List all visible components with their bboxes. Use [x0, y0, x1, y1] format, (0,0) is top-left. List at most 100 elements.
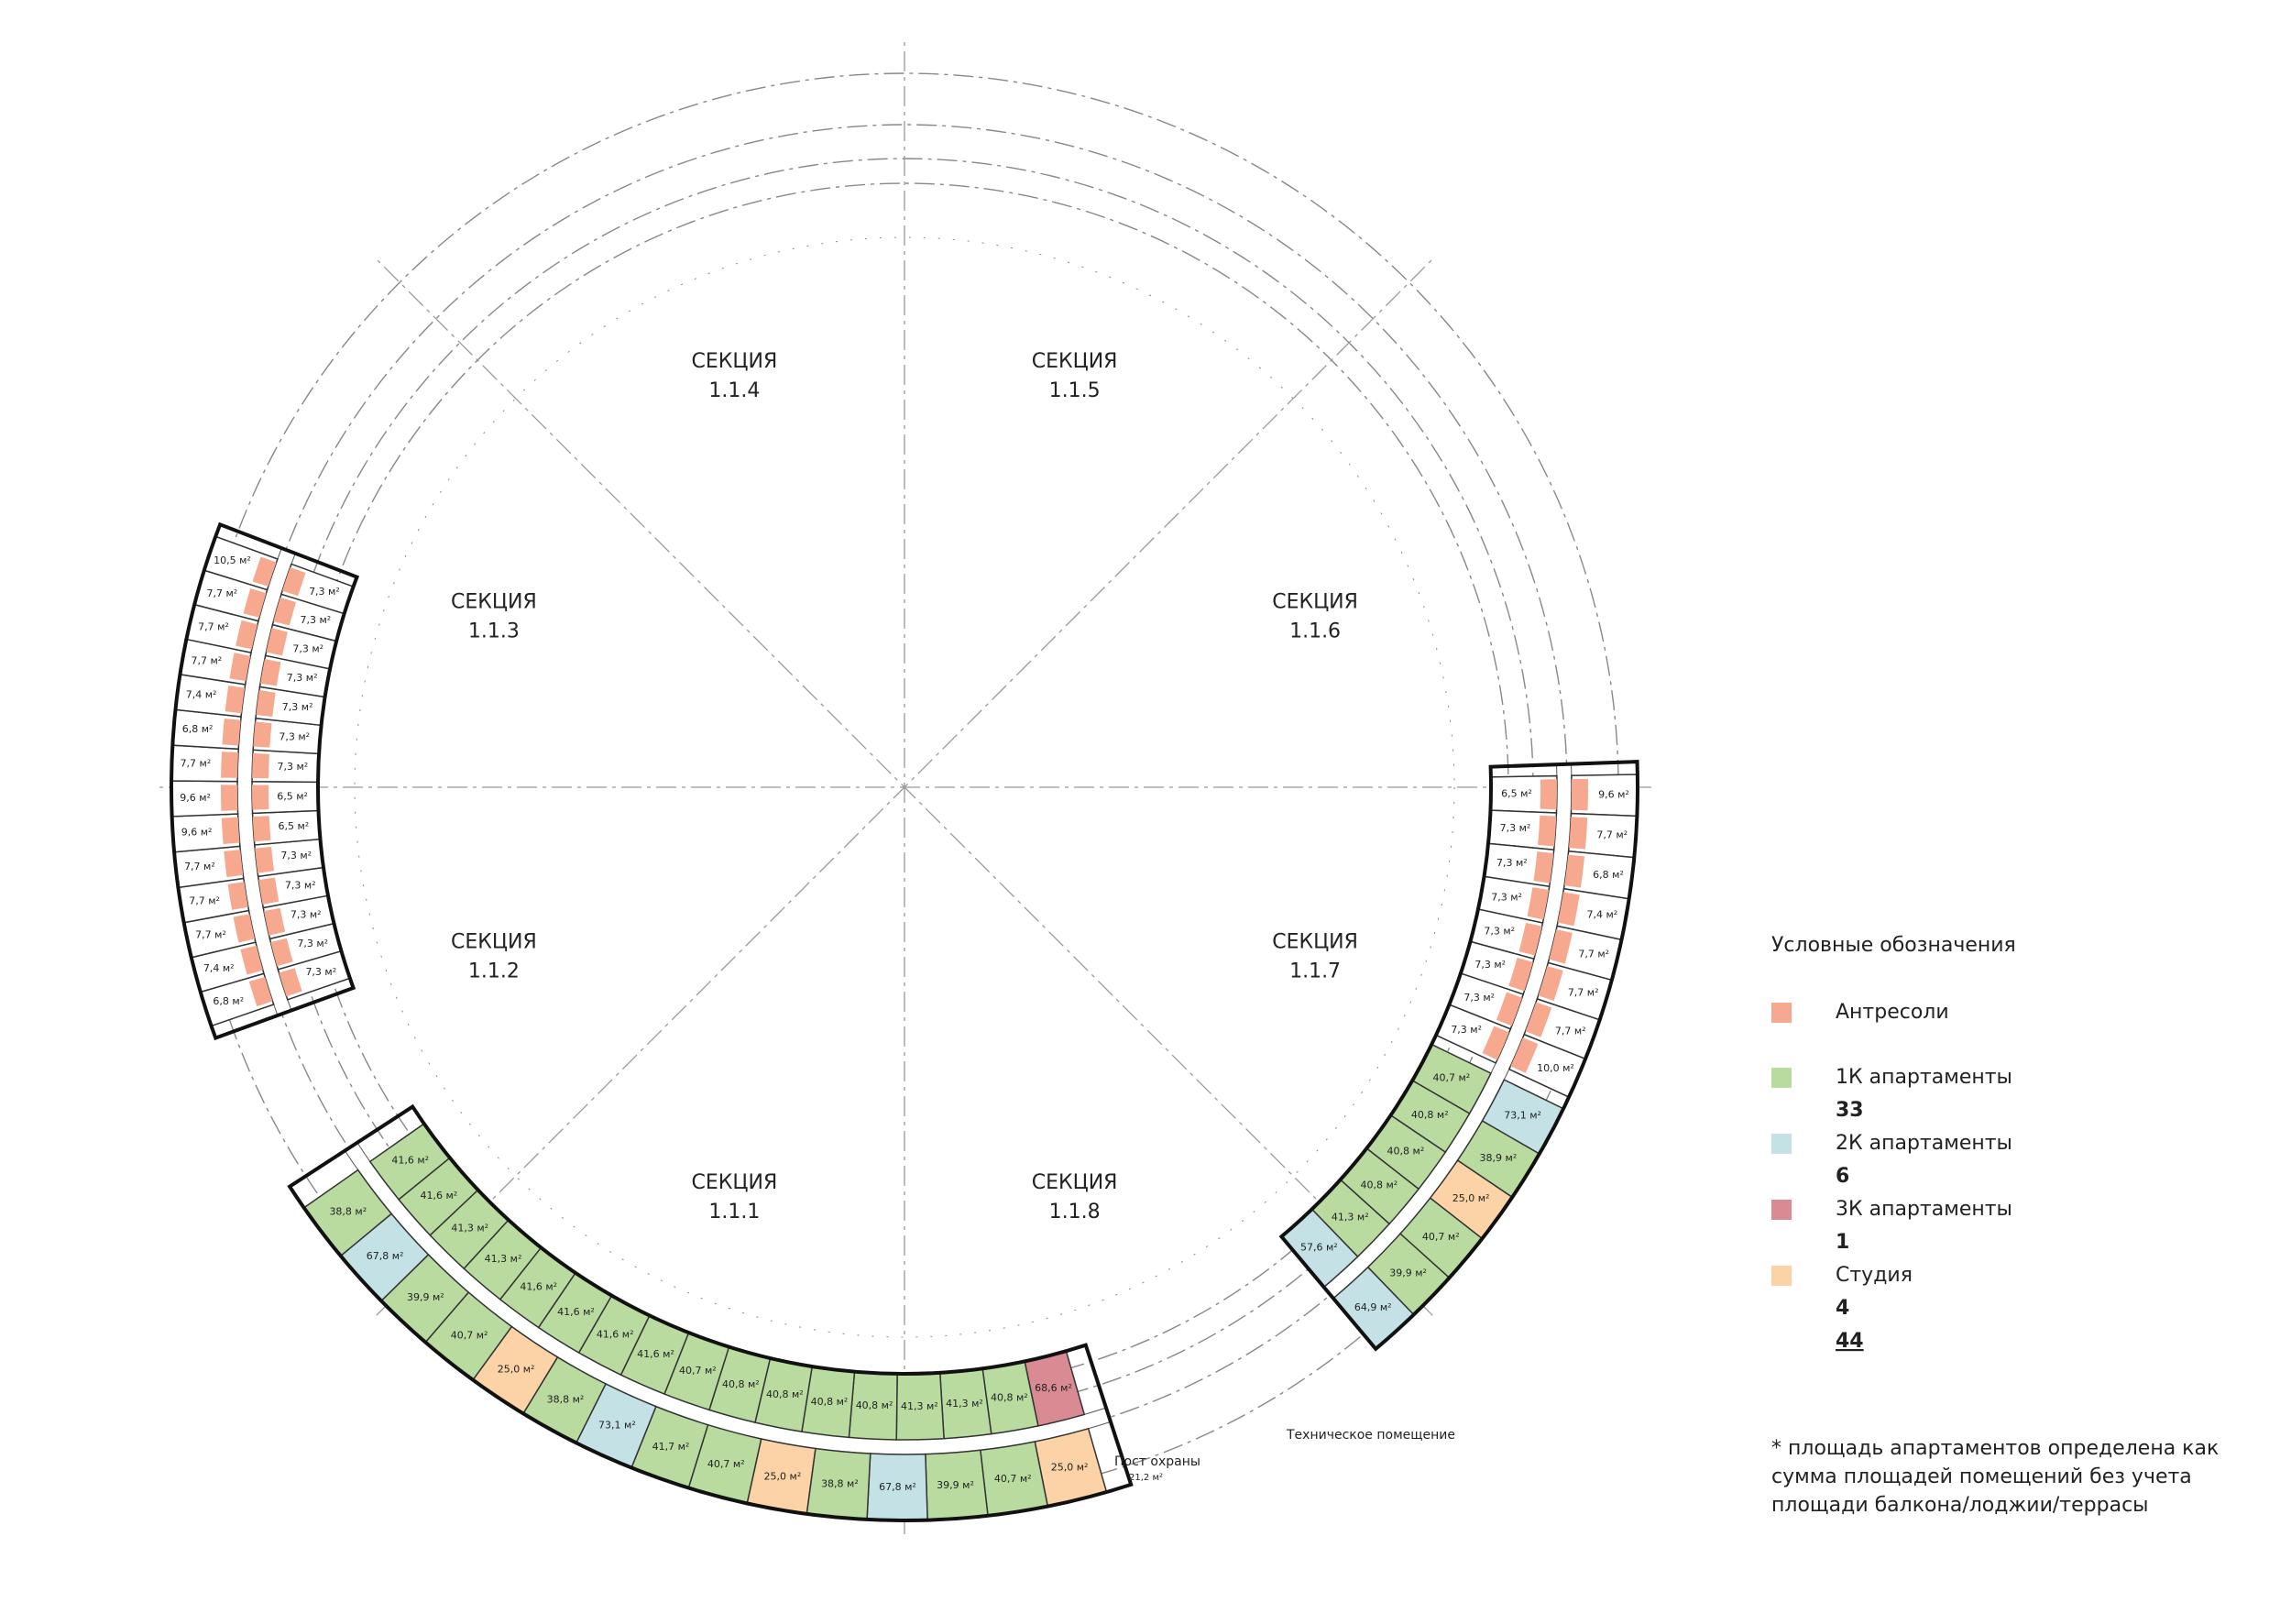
- unit-area: 7,3 м²: [1500, 822, 1531, 834]
- mezzanine: [252, 752, 269, 779]
- legend-total: 44: [1836, 1330, 1864, 1353]
- unit-area: 6,8 м²: [1593, 869, 1624, 881]
- wing-outline: [287, 1103, 1134, 1522]
- unit-area: 41,6 м²: [597, 1329, 634, 1341]
- unit-area: 7,3 м²: [282, 701, 313, 713]
- unit-area: 40,8 м²: [991, 1391, 1028, 1403]
- legend-title: Условные обозначения: [1771, 934, 2016, 957]
- unit-area: 7,3 м²: [1491, 891, 1522, 903]
- mezzanine: [1564, 854, 1585, 888]
- guard-label: Пост охраны: [1114, 1454, 1200, 1469]
- unit-area: 25,0 м²: [764, 1470, 802, 1482]
- unit-area: 7,3 м²: [1463, 992, 1495, 1004]
- mezzanine: [227, 882, 248, 910]
- unit-area: 6,5 м²: [279, 820, 310, 832]
- unit-area: 7,3 м²: [287, 672, 318, 684]
- mezzanine: [252, 785, 269, 810]
- mezzanine: [255, 846, 275, 873]
- mezzanine: [256, 690, 276, 717]
- wing-outline: [1278, 760, 1639, 1352]
- unit-area: 7,3 м²: [297, 938, 328, 949]
- section-title: СЕКЦИЯ: [1032, 350, 1118, 373]
- unit-area: 41,3 м²: [946, 1398, 983, 1410]
- unit-area: 41,3 м²: [1332, 1212, 1369, 1223]
- unit-area: 40,7 м²: [1433, 1071, 1471, 1083]
- mezzanine: [248, 976, 273, 1007]
- mezzanine: [270, 938, 293, 967]
- mezzanine: [1482, 1026, 1509, 1060]
- mezzanine: [252, 556, 277, 587]
- legend-swatch: [1771, 1200, 1792, 1220]
- unit-area: 38,8 м²: [547, 1393, 585, 1405]
- guard-area: 21,2 м²: [1129, 1473, 1163, 1483]
- unit-area: 41,6 м²: [421, 1190, 458, 1202]
- mezzanine: [1571, 778, 1589, 811]
- section-number: 1.1.1: [708, 1201, 760, 1223]
- unit-area: 68,6 м²: [1035, 1382, 1072, 1394]
- mezzanine: [263, 907, 286, 936]
- unit-area: 38,9 м²: [1480, 1152, 1518, 1164]
- unit-area: 7,7 м²: [189, 894, 220, 906]
- mezzanine: [229, 653, 251, 682]
- unit-area: 38,8 м²: [329, 1206, 367, 1218]
- section-title: СЕКЦИЯ: [451, 590, 537, 613]
- mezzanine: [1538, 815, 1557, 847]
- mezzanine: [1518, 922, 1542, 956]
- mezzanine: [1510, 1037, 1539, 1073]
- unit-area: 67,8 м²: [879, 1481, 916, 1493]
- mezzanine: [221, 752, 238, 778]
- unit-area: 40,8 м²: [856, 1399, 893, 1411]
- mezzanine: [224, 850, 244, 878]
- unit-area: 67,8 м²: [367, 1250, 404, 1262]
- mezzanine: [1527, 887, 1550, 920]
- unit-area: 40,8 м²: [722, 1378, 760, 1390]
- unit-area: 57,6 м²: [1300, 1241, 1338, 1253]
- unit-area: 6,8 м²: [182, 723, 214, 735]
- unit-area: 39,9 м²: [1389, 1267, 1427, 1279]
- unit-area: 9,6 м²: [1598, 788, 1629, 800]
- unit-area: 25,0 м²: [1452, 1192, 1490, 1204]
- unit-area: 73,1 м²: [1504, 1110, 1541, 1122]
- mezzanine: [253, 721, 272, 748]
- legend-swatch: [1771, 1134, 1792, 1154]
- unit-area: 40,7 м²: [451, 1329, 488, 1341]
- legend: Условные обозначения Антресоли 1К апартаме…: [1771, 934, 2219, 1517]
- unit-area: 40,7 м²: [1422, 1231, 1460, 1243]
- wing-outline: [170, 521, 360, 1041]
- mezzanine: [1549, 929, 1573, 964]
- mezzanine: [282, 566, 306, 597]
- mezzanine: [1533, 851, 1554, 883]
- unit-area: 6,5 м²: [277, 790, 308, 802]
- unit-area: 39,9 м²: [937, 1479, 974, 1491]
- mezzanine: [1525, 1002, 1552, 1037]
- legend-swatch: [1771, 1266, 1792, 1286]
- unit-area: 40,8 м²: [1387, 1145, 1425, 1157]
- legend-count: 4: [1836, 1297, 1849, 1320]
- unit-area: 7,3 м²: [292, 642, 323, 654]
- units: 68,6 м² 40,8 м² 41,3 м² 41,3 м² 40,8 м² 40,8 …: [170, 521, 1639, 1522]
- unit-area: 7,7 м²: [192, 654, 223, 666]
- unit-area: 40,8 м²: [1360, 1180, 1398, 1191]
- labels: СЕКЦИЯ 1.1.1 СЕКЦИЯ 1.1.2 СЕКЦИЯ 1.1.3 СЕКЦИЯ 1…: [451, 350, 1358, 1223]
- mezzanine: [220, 785, 238, 811]
- unit-area: 6,5 м²: [1501, 787, 1532, 799]
- section-title: СЕКЦИЯ: [451, 931, 537, 954]
- unit-area: 40,8 м²: [1411, 1109, 1449, 1121]
- mezzanine: [222, 718, 241, 746]
- mezzanine: [221, 817, 240, 845]
- unit-area: 6,8 м²: [213, 995, 244, 1007]
- mezzanine: [258, 877, 280, 905]
- mezzanine: [266, 628, 288, 656]
- unit-area: 7,3 м²: [285, 879, 316, 891]
- unit-area: 7,7 м²: [1578, 948, 1609, 960]
- unit-area: 10,0 м²: [1537, 1062, 1574, 1074]
- mezzanine: [225, 685, 246, 714]
- mezzanine: [243, 587, 267, 618]
- unit-area: 7,3 м²: [290, 908, 322, 920]
- unit-area: 40,7 м²: [707, 1458, 745, 1470]
- legend-count: 1: [1836, 1231, 1849, 1254]
- unit-area: 41,6 м²: [637, 1348, 674, 1360]
- unit-area: 7,7 м²: [198, 620, 229, 632]
- unit-area: 40,8 м²: [766, 1388, 804, 1400]
